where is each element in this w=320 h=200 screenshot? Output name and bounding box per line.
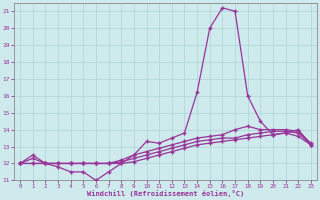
X-axis label: Windchill (Refroidissement éolien,°C): Windchill (Refroidissement éolien,°C)	[87, 190, 244, 197]
